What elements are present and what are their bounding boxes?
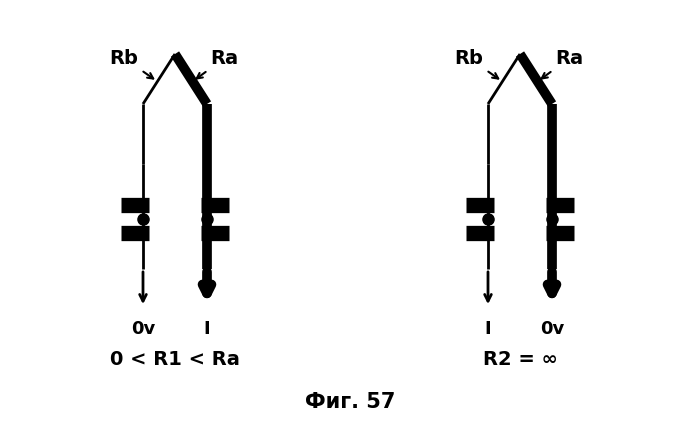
Text: I: I bbox=[204, 320, 210, 338]
Text: Фиг. 57: Фиг. 57 bbox=[304, 392, 395, 412]
Text: Rb: Rb bbox=[454, 49, 498, 79]
Text: R2 = ∞: R2 = ∞ bbox=[482, 350, 557, 369]
Text: I: I bbox=[484, 320, 491, 338]
Text: 0 < R1 < Ra: 0 < R1 < Ra bbox=[110, 350, 240, 369]
Text: 0v: 0v bbox=[131, 320, 155, 338]
Text: 0v: 0v bbox=[540, 320, 564, 338]
Text: Ra: Ra bbox=[197, 49, 239, 79]
Text: Ra: Ra bbox=[542, 49, 584, 79]
Text: Rb: Rb bbox=[109, 49, 153, 79]
